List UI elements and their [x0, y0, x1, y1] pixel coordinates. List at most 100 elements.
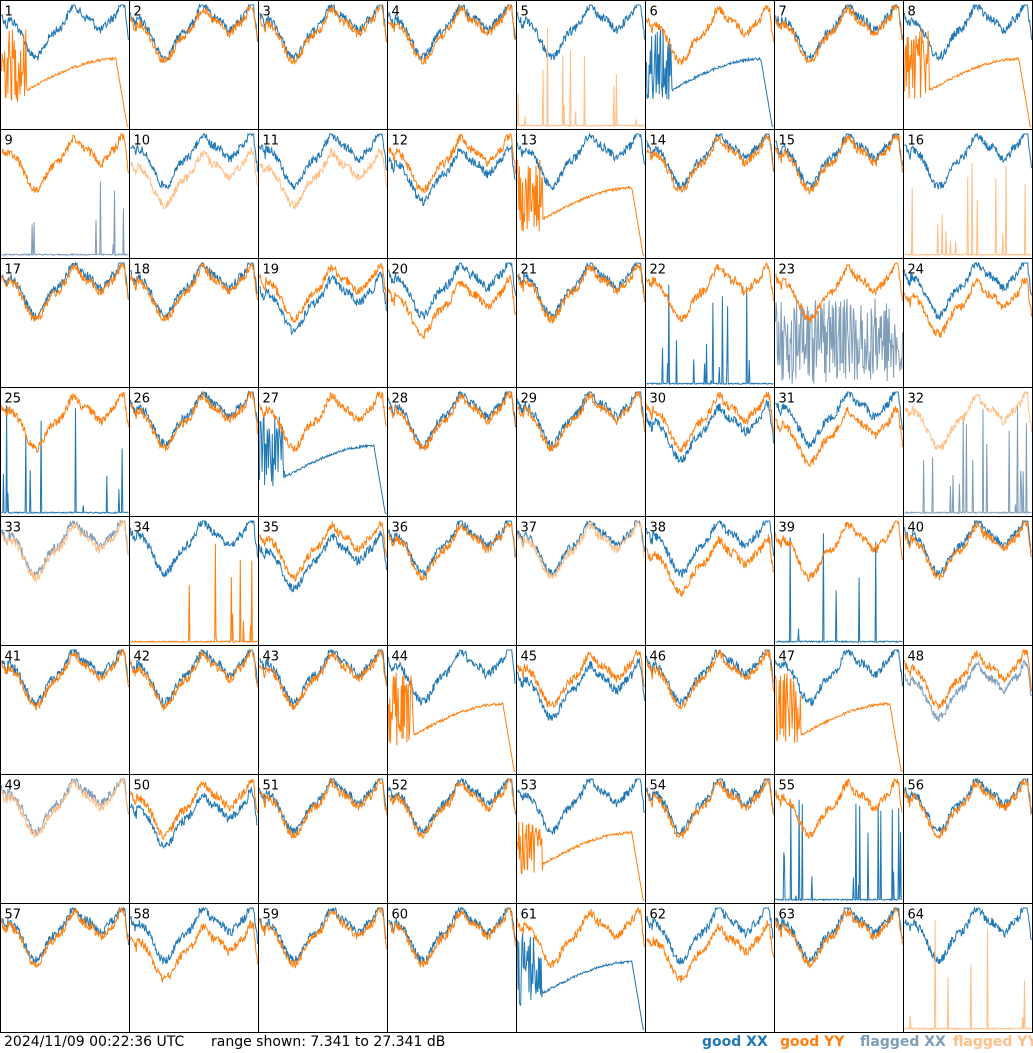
yy-series-line [517, 520, 645, 579]
tile-frame [129, 774, 259, 904]
yy-series-line [1, 907, 129, 969]
tile-label: 1 [5, 5, 13, 20]
yy-series-line [130, 543, 258, 644]
xx-series-line [388, 144, 516, 207]
antenna-tile-46: 46 [645, 645, 775, 775]
yy-series-line [904, 777, 1032, 840]
antenna-tile-40: 40 [903, 516, 1033, 646]
xx-series-line [388, 649, 516, 706]
tile-frame [516, 645, 646, 775]
antenna-tile-51: 51 [258, 774, 388, 904]
xx-series-line [775, 799, 903, 902]
tile-frame [129, 0, 259, 130]
antenna-tile-13: 13 [516, 129, 646, 259]
xx-series-line [904, 906, 1032, 964]
antenna-tile-52: 52 [387, 774, 517, 904]
antenna-tile-36: 36 [387, 516, 517, 646]
tile-frame [258, 516, 388, 646]
tile-label: 37 [521, 521, 538, 536]
xx-series-line [904, 659, 1032, 723]
antenna-tile-27: 27 [258, 387, 388, 517]
yy-series-line [904, 920, 1032, 1031]
antenna-tile-4: 4 [387, 0, 517, 130]
tile-label: 53 [521, 779, 538, 794]
antenna-tile-5: 5 [516, 0, 646, 130]
tile-label: 6 [650, 5, 658, 20]
yy-series-line [646, 391, 774, 453]
antenna-tile-47: 47 [774, 645, 904, 775]
xx-series-line [1, 777, 129, 837]
antenna-tile-17: 17 [0, 258, 130, 388]
antenna-tile-59: 59 [258, 903, 388, 1033]
yy-series-line [1, 133, 129, 194]
yy-series-line [388, 391, 516, 451]
legend-flagged-yy: flagged YY [953, 1034, 1033, 1050]
antenna-tile-41: 41 [0, 645, 130, 775]
tile-label: 60 [392, 908, 409, 923]
antenna-tile-6: 6 [645, 0, 775, 130]
xx-series-line [1, 4, 129, 61]
tile-label: 7 [779, 5, 787, 20]
antenna-tile-8: 8 [903, 0, 1033, 130]
tile-label: 64 [908, 908, 925, 923]
xx-series-line [646, 284, 774, 386]
antenna-tile-64: 64 [903, 903, 1033, 1033]
yy-series-line [646, 4, 774, 66]
tile-label: 11 [263, 134, 280, 149]
antenna-tile-22: 22 [645, 258, 775, 388]
antenna-tile-20: 20 [387, 258, 517, 388]
xx-series-line [775, 391, 903, 449]
xx-series-line [1, 405, 129, 515]
yy-series-line [517, 649, 645, 708]
tile-label: 44 [392, 650, 409, 665]
xx-series-line [517, 657, 645, 722]
antenna-tile-7: 7 [774, 0, 904, 130]
tile-label: 32 [908, 392, 925, 407]
yy-series-line [388, 778, 516, 839]
yy-series-line [517, 390, 645, 452]
yy-series-line [775, 133, 903, 195]
antenna-tile-57: 57 [0, 903, 130, 1033]
antenna-tile-62: 62 [645, 903, 775, 1033]
xx-series-line [904, 777, 1032, 833]
antenna-tile-34: 34 [129, 516, 259, 646]
xx-series-line [517, 933, 645, 1030]
yy-series-line [775, 4, 903, 64]
yy-series-line [775, 777, 903, 839]
tile-label: 24 [908, 263, 925, 278]
xx-series-line [904, 520, 1032, 577]
xx-series-line [904, 403, 1032, 515]
legend-good-xx: good XX [702, 1034, 768, 1050]
tile-frame [0, 516, 130, 646]
tile-label: 48 [908, 650, 925, 665]
yy-series-line [646, 777, 774, 839]
xx-series-line [646, 520, 774, 579]
antenna-tile-49: 49 [0, 774, 130, 904]
antenna-tile-19: 19 [258, 258, 388, 388]
tile-frame [774, 903, 904, 1033]
tile-label: 38 [650, 521, 667, 536]
antenna-tile-42: 42 [129, 645, 259, 775]
xx-series-line [259, 530, 387, 593]
yy-series-line [775, 262, 903, 324]
tile-label: 25 [5, 392, 22, 407]
xx-series-line [517, 777, 645, 835]
antenna-tile-15: 15 [774, 129, 904, 259]
antenna-tile-16: 16 [903, 129, 1033, 259]
tile-label: 52 [392, 779, 409, 794]
antenna-tile-12: 12 [387, 129, 517, 259]
antenna-tile-11: 11 [258, 129, 388, 259]
tile-label: 4 [392, 5, 400, 20]
yy-series-line [130, 262, 258, 322]
antenna-tile-3: 3 [258, 0, 388, 130]
yy-series-line [259, 390, 387, 453]
xx-series-line [130, 519, 258, 578]
xx-series-line [259, 271, 387, 336]
tile-frame [903, 645, 1033, 775]
yy-series-line [646, 261, 774, 323]
yy-series-line [904, 277, 1032, 338]
tile-label: 41 [5, 650, 22, 665]
xx-series-line [646, 907, 774, 965]
tile-label: 34 [134, 521, 151, 536]
antenna-tile-50: 50 [129, 774, 259, 904]
